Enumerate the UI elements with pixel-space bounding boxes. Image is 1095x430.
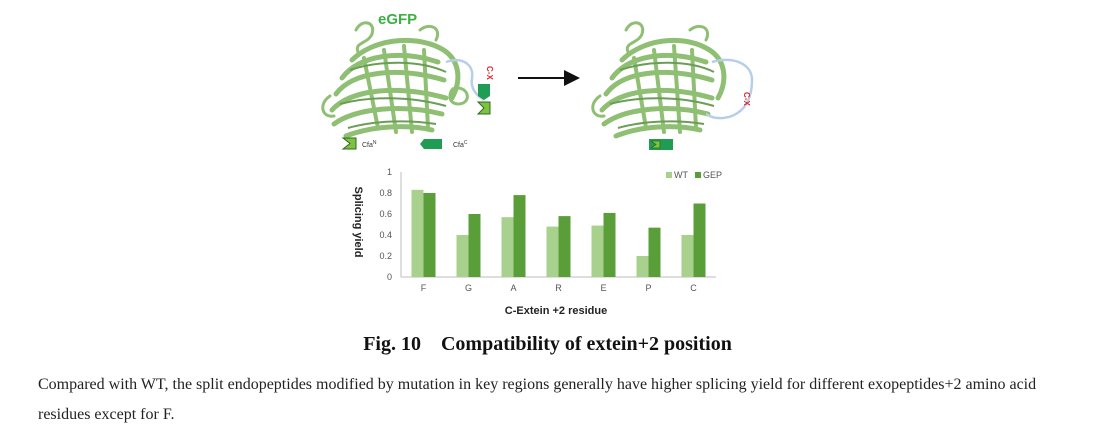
cfa-n-intein-left-icon <box>476 101 491 115</box>
bar-wt-g <box>456 235 469 277</box>
egfp-left-structure: eGFP C-X <box>321 11 494 139</box>
bar-gep-e <box>603 212 616 277</box>
bar-gep-c <box>693 203 706 277</box>
bar-wt-r <box>546 226 559 277</box>
x-tick-label: A <box>510 283 516 293</box>
bar-wt-p <box>636 256 649 277</box>
egfp-right-structure: C-X <box>591 21 754 139</box>
legend-label-wt: WT <box>674 170 688 180</box>
x-tick-label: F <box>421 283 427 293</box>
spliced-intein-icon <box>649 139 673 150</box>
bar-wt-a <box>501 217 514 277</box>
y-axis-label: Splicing yield <box>352 187 364 258</box>
egfp-barrel-left <box>321 21 461 139</box>
cfa-c-label: CfaC <box>453 140 468 149</box>
x-tick-label: P <box>645 283 651 293</box>
y-tick-label: 1 <box>387 167 392 177</box>
y-tick-label: 0.6 <box>379 209 392 219</box>
x-tick-label: R <box>555 283 562 293</box>
bar-wt-e <box>591 225 604 277</box>
egfp-barrel-right <box>591 21 727 139</box>
bar-gep-a <box>513 195 526 277</box>
legend-swatch-gep <box>695 172 701 178</box>
cfa-c-legend-icon <box>420 139 442 149</box>
bar-wt-f <box>411 189 424 277</box>
bars <box>411 189 706 277</box>
tag-cx-left: C-X <box>485 66 494 80</box>
y-tick-labels: 0 0.2 0.4 0.6 0.8 1 <box>379 167 392 282</box>
bar-gep-p <box>648 227 661 277</box>
bar-wt-c <box>681 235 694 277</box>
figure-caption-title: Fig. 10 Compatibility of extein+2 positi… <box>363 333 732 355</box>
x-axis-label: C-Extein +2 residue <box>505 305 607 317</box>
tag-cx-right: C-X <box>742 92 751 106</box>
legend-label-gep: GEP <box>703 170 722 180</box>
egfp-barrel-shadow-left <box>339 61 447 129</box>
cfa-c-intein-left-icon <box>478 84 490 100</box>
legend-swatch-wt <box>666 172 672 178</box>
y-tick-label: 0.8 <box>379 188 392 198</box>
cfa-n-legend-icon <box>341 137 357 150</box>
figure-caption-text: Compared with WT, the split endopeptides… <box>38 376 1037 423</box>
bar-gep-r <box>558 216 571 277</box>
y-tick-label: 0.2 <box>379 251 392 261</box>
y-tick-label: 0.4 <box>379 230 392 240</box>
x-tick-label: C <box>690 283 697 293</box>
bar-gep-f <box>423 193 436 277</box>
x-tick-label: E <box>600 283 606 293</box>
y-tick-label: 0 <box>387 272 392 282</box>
egfp-barrel-shadow-right <box>609 61 715 129</box>
linker-right <box>705 58 754 120</box>
x-tick-label: G <box>465 283 472 293</box>
splicing-yield-chart: 0 0.2 0.4 0.6 0.8 1 F G A R E P C Splicing yield C-… <box>352 167 722 317</box>
chart-legend: WT GEP <box>666 170 722 180</box>
cfa-n-label: CfaN <box>362 140 377 149</box>
bar-gep-g <box>468 214 481 277</box>
protein-label: eGFP <box>378 11 417 28</box>
intein-legend: CfaN CfaC <box>341 137 673 150</box>
loop-left <box>448 86 469 106</box>
